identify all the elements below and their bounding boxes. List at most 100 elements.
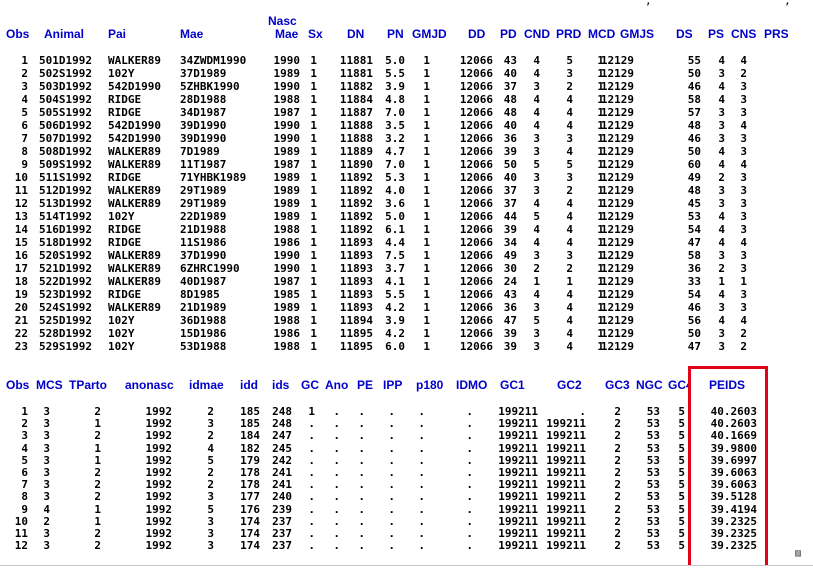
table1-cell-gmjs: 12129 <box>600 106 634 119</box>
header-obs: Obs <box>6 378 30 392</box>
table1-cell-cns: 4 <box>740 314 747 327</box>
table1-cell-mae: 34ZWDM1990 <box>180 54 247 67</box>
table2-cell-ano: . <box>333 405 340 418</box>
table1-cell-prd: 3 <box>566 171 573 184</box>
table1-cell-sx: 1 <box>310 106 317 119</box>
table1-cell-dd: 12066 <box>459 145 493 158</box>
table2-cell-gc4: 5 <box>678 514 685 528</box>
table1-cell-mcd: 1 <box>597 340 604 353</box>
table2-cell-gc1: 199211 <box>498 514 538 528</box>
table1-cell-prd: 4 <box>566 106 573 119</box>
table1-cell-dn: 11892 <box>339 171 373 184</box>
table1-cell-ds: 50 <box>687 327 701 340</box>
table1-cell-sx: 1 <box>310 67 317 80</box>
table1-cell-pai: WALKER89 <box>108 158 161 171</box>
table2-cell-anonasc: 1992 <box>145 441 173 455</box>
table1-cell-gmjs: 12129 <box>600 314 634 327</box>
table2-cell-idmae: 5 <box>207 502 214 516</box>
header-p180: p180 <box>416 378 444 392</box>
table1-cell-pai: 102Y <box>108 340 135 353</box>
table1-cell-mcd: 1 <box>597 236 604 249</box>
table2-cell-idmae: 3 <box>207 417 214 431</box>
table1-cell-cns: 3 <box>740 262 747 275</box>
table1-cell-dd: 12066 <box>459 236 493 249</box>
table1-cell-prd: 3 <box>566 67 573 80</box>
table1-cell-ds: 50 <box>687 145 701 158</box>
table1-cell-ps: 3 <box>718 106 725 119</box>
table1-cell-obs: 22 <box>14 327 28 340</box>
table2-cell-idd: 178 <box>240 466 260 479</box>
table1-cell-sx: 1 <box>310 145 317 158</box>
table1-cell-mae: 5ZHBK1990 <box>180 80 240 93</box>
table1-cell-dd: 12066 <box>459 275 493 288</box>
table1-cell-mae: 71YHBK1989 <box>180 171 247 184</box>
table2-cell-obs: 4 <box>21 441 28 455</box>
table1-cell-prd: 4 <box>566 145 573 158</box>
horizontal-scrollbar[interactable] <box>0 565 813 582</box>
table1-cell-sx: 1 <box>310 210 317 223</box>
table1-cell-dn: 11892 <box>339 223 373 236</box>
table1-cell-ds: 53 <box>687 210 701 223</box>
table1-cell-nascmae: 1988 <box>273 223 301 236</box>
table2-cell-gc2: 199211 <box>546 466 586 479</box>
table1-cell-ps: 4 <box>718 210 725 223</box>
table2-cell-ngc: 53 <box>646 405 660 418</box>
table1-cell-animal: 521D1992 <box>39 262 92 275</box>
table1-cell-prd: 2 <box>566 184 573 197</box>
table1-cell-pd: 40 <box>503 171 517 184</box>
header-sx: Sx <box>308 27 323 41</box>
table2-cell-idmo: . <box>466 466 473 479</box>
table1-cell-mae: 21D1989 <box>180 301 227 314</box>
table1-cell-animal: 501D1992 <box>39 54 92 67</box>
resize-grip-icon[interactable]: ▨ <box>795 548 802 559</box>
table1-cell-dn: 11892 <box>339 210 373 223</box>
table2-cell-gc3: 2 <box>614 527 621 540</box>
table1-cell-animal: 522D1992 <box>39 275 92 288</box>
table2-cell-ngc: 53 <box>646 453 660 467</box>
table1-cell-dn: 11893 <box>339 262 373 275</box>
table1-cell-pn: 7.5 <box>385 249 405 262</box>
table1-cell-cnd: 5 <box>533 158 540 171</box>
table1-cell-obs: 23 <box>14 340 28 353</box>
table2-cell-p180: . <box>418 514 425 528</box>
table1-cell-dn: 11893 <box>339 275 373 288</box>
table1-cell-cns: 3 <box>740 132 747 145</box>
header-gc4-truncated: GC4 <box>668 379 688 392</box>
table1-cell-nascmae: 1990 <box>273 54 301 67</box>
table1-cell-nascmae: 1989 <box>273 210 301 223</box>
table1-cell-dd: 12066 <box>459 340 493 353</box>
table2-cell-idmo: . <box>466 417 473 431</box>
table2-cell-gc4: 5 <box>678 490 685 504</box>
table1-cell-gmjs: 12129 <box>600 262 634 275</box>
table1-cell-ds: 47 <box>687 340 701 353</box>
table1-cell-cnd: 4 <box>533 93 540 106</box>
table1-cell-dn: 11894 <box>339 314 373 327</box>
table1-cell-mae: 22D1989 <box>180 210 227 223</box>
table1-cell-pd: 24 <box>503 275 517 288</box>
table1-cell-ps: 3 <box>718 67 725 80</box>
table2-cell-pe: . <box>358 478 365 492</box>
table1-cell-gmjs: 12129 <box>600 132 634 145</box>
table2-cell-ids: 237 <box>272 527 292 540</box>
table1-cell-mcd: 1 <box>597 93 604 106</box>
table1-cell-pn: 7.0 <box>385 158 405 171</box>
table1-cell-dd: 12066 <box>459 119 493 132</box>
header-nasc-mae: Mae <box>275 27 299 41</box>
table1-cell-sx: 1 <box>310 80 317 93</box>
table2-cell-ano: . <box>333 527 340 540</box>
table2-cell-gc1: 199211 <box>498 466 538 479</box>
table1-cell-ds: 36 <box>687 262 701 275</box>
table2-cell-gc3: 2 <box>614 441 621 455</box>
table1-cell-gmjd: 1 <box>423 54 430 67</box>
table2-cell-p180: . <box>418 478 425 492</box>
table1-cell-pn: 3.7 <box>385 262 405 275</box>
header-mcd: MCD <box>588 27 616 41</box>
table1-cell-gmjd: 1 <box>423 197 430 210</box>
table2-cell-gc1: 199211 <box>498 478 538 492</box>
header-cnd: CND <box>524 27 550 41</box>
table1-cell-ps: 3 <box>718 340 725 353</box>
table2-cell-gc3: 2 <box>614 405 621 418</box>
table1-cell-gmjs: 12129 <box>600 158 634 171</box>
table1-cell-gmjd: 1 <box>423 184 430 197</box>
table1-cell-pn: 4.1 <box>385 275 405 288</box>
